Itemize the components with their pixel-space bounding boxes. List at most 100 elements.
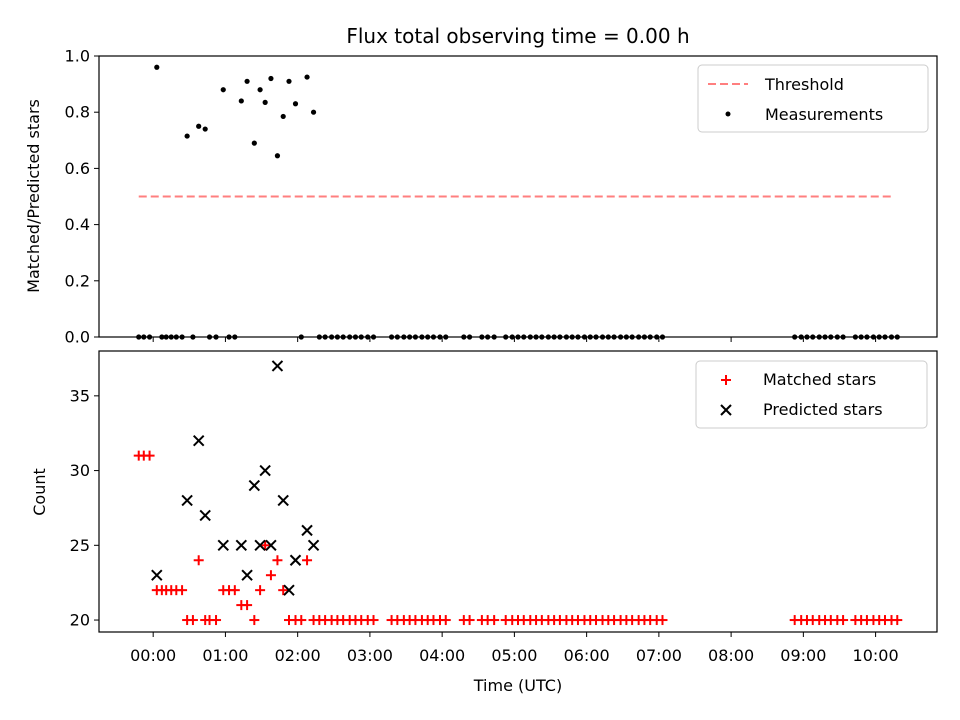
matched-star-point — [193, 555, 204, 566]
cross-b — [277, 494, 289, 507]
x-tick-label: 10:00 — [853, 646, 899, 665]
cross-b — [199, 509, 211, 522]
matched-star-point — [489, 615, 500, 626]
predicted-star-point — [259, 464, 271, 477]
matched-star-point — [302, 555, 313, 566]
measurement-point — [304, 74, 310, 80]
cross-b — [271, 360, 284, 372]
legend-measurements-swatch — [725, 111, 731, 117]
y-tick-label: 30 — [70, 461, 90, 480]
y-tick-label: 0.2 — [65, 271, 90, 290]
x-tick-label: 04:00 — [419, 646, 465, 665]
bottom-y-axis-label: Count — [30, 468, 49, 516]
matched-star-point — [229, 585, 240, 596]
top-legend: Threshold Measurements — [697, 64, 929, 133]
measurement-point — [286, 78, 292, 84]
bottom-legend: Matched stars Predicted stars — [695, 360, 928, 429]
cross-b — [248, 479, 261, 492]
measurement-point — [262, 99, 268, 105]
predicted-star-point — [277, 494, 289, 507]
x-tick-label: 06:00 — [564, 646, 610, 665]
x-tick-label: 03:00 — [347, 646, 393, 665]
top-legend-box — [697, 64, 929, 133]
predicted-star-point — [192, 434, 205, 447]
legend-matched-swatch — [721, 375, 731, 385]
x-tick-label: 05:00 — [491, 646, 537, 665]
predicted-star-point — [307, 539, 320, 552]
legend-plus-marker — [721, 375, 731, 385]
matched-star-point — [838, 615, 849, 626]
matched-star-point — [278, 585, 289, 596]
bottom-series — [133, 360, 903, 626]
measurement-point — [310, 109, 317, 115]
bottom-plot-frame — [98, 350, 938, 633]
measurement-point — [202, 126, 208, 132]
matched-star-point — [177, 585, 188, 596]
top-y-ticks: 0.0 0.2 0.4 0.6 0.8 1.0 — [65, 47, 99, 347]
y-tick-label: 0.6 — [65, 159, 90, 178]
matched-star-point — [211, 615, 222, 626]
predicted-star-point — [254, 539, 266, 552]
matched-star-point — [187, 615, 198, 626]
x-axis-label: Time (UTC) — [473, 676, 562, 695]
y-tick-label: 35 — [70, 386, 90, 405]
matched-star-point — [657, 615, 668, 626]
bottom-x-ticks: 00:00 01:00 02:00 03:00 04:00 05:00 06:00 07:00… — [130, 632, 899, 665]
matched-star-point — [368, 615, 379, 626]
legend-threshold-label: Threshold — [764, 75, 844, 94]
predicted-star-point — [199, 509, 211, 522]
cross-b — [241, 569, 253, 581]
x-tick-label: 01:00 — [202, 646, 248, 665]
y-tick-label: 0.0 — [65, 328, 90, 347]
measurement-point — [184, 133, 190, 139]
y-tick-label: 20 — [70, 611, 90, 630]
cross-b — [259, 464, 271, 477]
predicted-star-point — [248, 479, 261, 492]
cross-b — [254, 539, 266, 552]
matched-star-point — [296, 615, 307, 626]
legend-cross-marker — [720, 404, 732, 416]
matched-star-point — [272, 555, 283, 566]
cross-b — [720, 404, 732, 416]
x-tick-label: 02:00 — [275, 646, 321, 665]
cross-b — [151, 569, 163, 581]
x-tick-label: 08:00 — [708, 646, 754, 665]
cross-b — [301, 524, 313, 537]
measurement-point — [257, 87, 263, 93]
measurement-point — [280, 113, 286, 120]
top-plot-frame — [98, 55, 938, 338]
matched-star-point — [242, 600, 253, 611]
measurement-point — [238, 98, 244, 104]
matched-star-point — [260, 540, 271, 551]
cross-b — [192, 434, 205, 447]
matched-star-point — [892, 615, 903, 626]
predicted-star-point — [151, 569, 163, 581]
measurement-point — [251, 140, 257, 146]
legend-measurements-label: Measurements — [765, 105, 883, 124]
top-panel: Flux total observing time = 0.00 h Match… — [24, 24, 938, 347]
cross-b — [217, 539, 229, 552]
legend-predicted-swatch — [720, 404, 732, 416]
cross-b — [289, 554, 302, 566]
cross-b — [307, 539, 320, 552]
predicted-star-point — [283, 584, 295, 596]
measurement-point — [268, 75, 274, 82]
matched-star-point — [249, 615, 260, 626]
predicted-star-point — [289, 554, 302, 566]
cross-b — [235, 539, 248, 552]
measurement-point — [220, 87, 226, 93]
x-tick-label: 00:00 — [130, 646, 176, 665]
bottom-y-ticks: 20 25 30 35 — [70, 386, 99, 630]
predicted-star-point — [265, 539, 277, 552]
x-tick-label: 09:00 — [780, 646, 826, 665]
x-tick-label: 07:00 — [636, 646, 682, 665]
matched-star-point — [440, 615, 451, 626]
measurement-point — [274, 153, 281, 159]
y-tick-label: 25 — [70, 536, 90, 555]
matched-star-point — [255, 585, 266, 596]
matched-star-point — [464, 615, 475, 626]
y-tick-label: 0.4 — [65, 215, 90, 234]
cross-b — [283, 584, 295, 596]
cross-b — [181, 494, 193, 507]
predicted-star-point — [241, 569, 253, 581]
